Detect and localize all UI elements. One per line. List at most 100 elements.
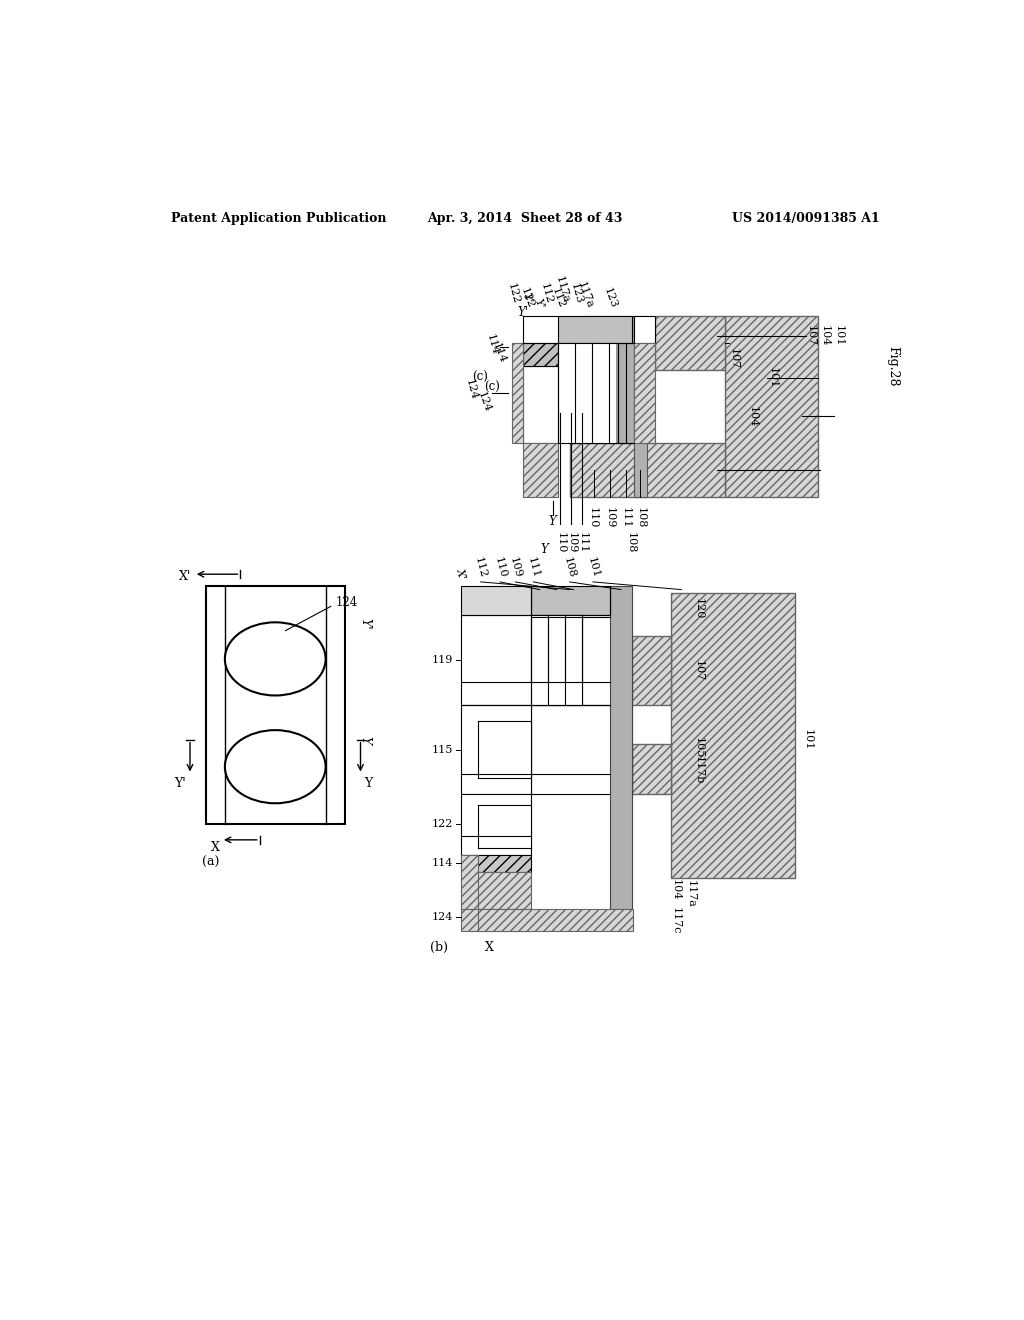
Bar bbox=[560, 335, 608, 412]
Text: 120: 120 bbox=[693, 598, 703, 619]
Bar bbox=[523, 444, 558, 498]
Bar bbox=[531, 586, 610, 615]
Text: 124: 124 bbox=[432, 912, 454, 921]
Text: (a): (a) bbox=[202, 857, 219, 870]
Text: 122: 122 bbox=[506, 281, 521, 305]
Text: 112: 112 bbox=[539, 281, 554, 305]
Bar bbox=[632, 628, 671, 705]
Bar bbox=[511, 424, 547, 486]
Bar bbox=[531, 615, 548, 705]
Text: 111: 111 bbox=[525, 556, 541, 579]
Text: X': X' bbox=[455, 566, 468, 579]
Bar bbox=[461, 855, 531, 898]
Text: (b): (b) bbox=[430, 941, 449, 954]
Bar bbox=[511, 335, 547, 355]
Text: 101: 101 bbox=[802, 729, 812, 751]
Bar bbox=[461, 855, 531, 873]
Bar bbox=[478, 721, 531, 779]
Bar bbox=[461, 821, 478, 898]
Bar bbox=[655, 317, 725, 370]
Text: 114: 114 bbox=[484, 333, 500, 356]
Text: Y': Y' bbox=[357, 619, 371, 630]
Bar bbox=[461, 873, 531, 909]
Bar bbox=[461, 586, 531, 616]
Bar bbox=[558, 343, 616, 444]
Text: Y': Y' bbox=[517, 306, 528, 319]
Bar bbox=[461, 836, 531, 855]
Text: 123: 123 bbox=[602, 286, 618, 310]
Text: 124: 124 bbox=[464, 378, 479, 401]
Bar bbox=[478, 909, 633, 931]
Text: 109: 109 bbox=[604, 507, 614, 528]
Text: 101: 101 bbox=[834, 325, 844, 346]
Text: (c): (c) bbox=[472, 371, 488, 384]
Bar bbox=[655, 309, 717, 363]
Bar bbox=[461, 775, 531, 836]
Bar bbox=[578, 444, 717, 502]
Bar bbox=[523, 343, 558, 367]
Text: Y': Y' bbox=[174, 776, 186, 789]
Text: 109: 109 bbox=[508, 556, 523, 579]
Bar bbox=[461, 793, 531, 855]
Bar bbox=[512, 343, 523, 444]
Bar bbox=[477, 301, 903, 548]
Text: 111: 111 bbox=[621, 507, 631, 528]
Bar bbox=[632, 705, 671, 759]
Bar bbox=[634, 317, 647, 498]
Bar bbox=[461, 615, 531, 705]
Bar bbox=[725, 317, 818, 498]
Text: 114: 114 bbox=[492, 342, 508, 364]
Text: 104: 104 bbox=[671, 879, 681, 900]
Ellipse shape bbox=[225, 730, 326, 804]
Text: 111: 111 bbox=[578, 532, 587, 553]
Bar bbox=[531, 615, 583, 705]
Bar bbox=[558, 317, 632, 343]
Text: 117a: 117a bbox=[575, 280, 595, 310]
Bar bbox=[671, 586, 795, 878]
Text: US 2014/0091385 A1: US 2014/0091385 A1 bbox=[732, 213, 880, 224]
Bar bbox=[461, 898, 608, 917]
Bar bbox=[586, 317, 601, 444]
Text: X: X bbox=[211, 841, 219, 854]
Text: 122: 122 bbox=[432, 820, 454, 829]
Text: Y: Y bbox=[541, 544, 548, 557]
Text: 108: 108 bbox=[562, 556, 578, 579]
Bar bbox=[634, 317, 655, 343]
Bar bbox=[508, 335, 511, 424]
Bar bbox=[461, 705, 531, 775]
Text: X: X bbox=[484, 941, 494, 954]
Bar bbox=[461, 909, 531, 931]
Bar bbox=[601, 317, 617, 444]
Bar bbox=[608, 309, 624, 360]
Text: 119: 119 bbox=[432, 656, 454, 665]
Text: 117b: 117b bbox=[693, 756, 703, 784]
Text: 107: 107 bbox=[729, 348, 738, 370]
Bar bbox=[547, 309, 608, 335]
Bar bbox=[461, 586, 531, 615]
Bar bbox=[461, 616, 531, 682]
Bar bbox=[461, 855, 478, 909]
Text: 109: 109 bbox=[566, 532, 577, 553]
Bar bbox=[206, 586, 345, 825]
Bar bbox=[511, 355, 547, 424]
Bar bbox=[632, 636, 671, 705]
Bar bbox=[531, 616, 593, 682]
Text: Y: Y bbox=[357, 735, 371, 744]
Bar bbox=[478, 805, 531, 847]
Text: Apr. 3, 2014  Sheet 28 of 43: Apr. 3, 2014 Sheet 28 of 43 bbox=[427, 213, 623, 224]
Bar bbox=[632, 743, 671, 793]
Bar bbox=[671, 594, 795, 878]
Text: 105: 105 bbox=[693, 737, 703, 758]
Text: Y: Y bbox=[549, 515, 557, 528]
Bar bbox=[531, 616, 548, 682]
Bar bbox=[574, 335, 589, 412]
Bar bbox=[717, 309, 802, 524]
Text: 117a: 117a bbox=[686, 880, 696, 908]
Text: (c): (c) bbox=[484, 380, 500, 393]
Bar bbox=[531, 705, 632, 793]
Bar bbox=[548, 615, 565, 705]
Bar bbox=[461, 682, 531, 705]
Text: 110: 110 bbox=[588, 507, 598, 528]
Bar bbox=[608, 335, 624, 412]
Bar bbox=[610, 586, 632, 909]
